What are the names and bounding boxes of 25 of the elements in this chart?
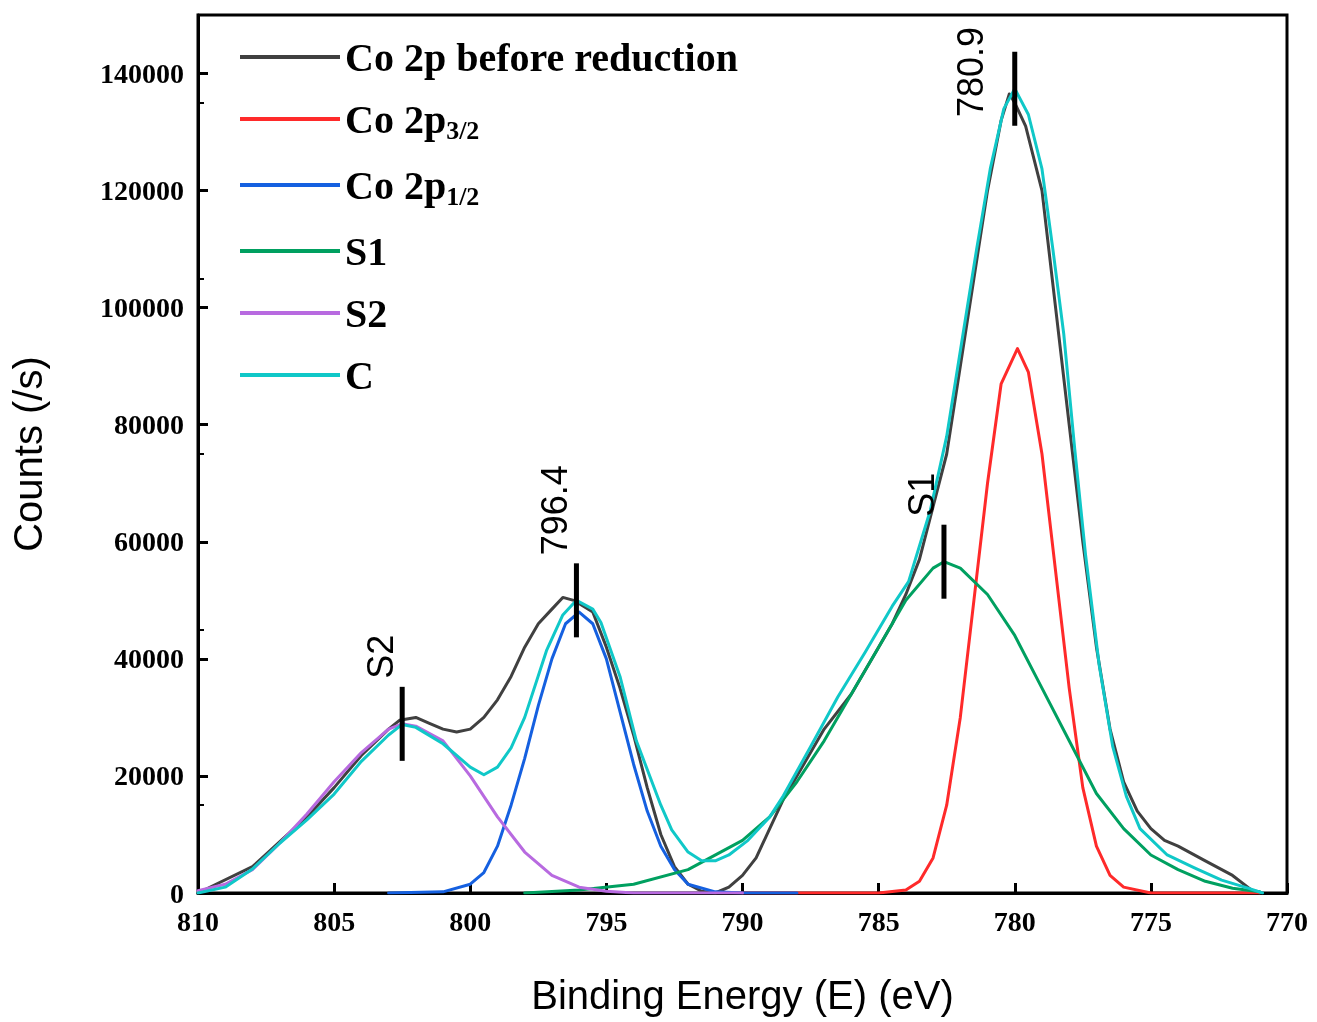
legend-label: C — [345, 352, 374, 398]
y-tick-label: 20000 — [114, 760, 184, 792]
x-tick-label: 785 — [857, 905, 900, 937]
annotation: S1 — [901, 472, 943, 517]
annotation: S2 — [359, 634, 401, 679]
x-tick-label: 780 — [993, 905, 1036, 937]
y-tick-label: 140000 — [100, 58, 184, 90]
x-tick-label: 775 — [1129, 905, 1172, 937]
legend-label: S2 — [345, 290, 388, 336]
x-tick-label: 790 — [721, 905, 764, 937]
annotation: 780.9 — [950, 26, 992, 117]
x-tick-label: 800 — [449, 905, 492, 937]
y-tick-label: 60000 — [114, 526, 184, 558]
y-tick-label: 120000 — [100, 175, 184, 207]
legend-label: Co 2p before reduction — [345, 34, 738, 80]
legend-label: S1 — [345, 228, 388, 274]
annotation: 796.4 — [533, 465, 575, 556]
y-tick-label: 40000 — [114, 643, 184, 675]
y-axis-title: Counts (/s) — [6, 356, 50, 552]
x-tick-label: 770 — [1266, 905, 1308, 937]
y-tick-label: 100000 — [100, 292, 184, 324]
x-tick-label: 795 — [585, 905, 628, 937]
y-tick-label: 80000 — [114, 409, 184, 441]
x-tick-label: 805 — [313, 905, 356, 937]
x-axis-title: Binding Energy (E) (eV) — [531, 973, 954, 1017]
